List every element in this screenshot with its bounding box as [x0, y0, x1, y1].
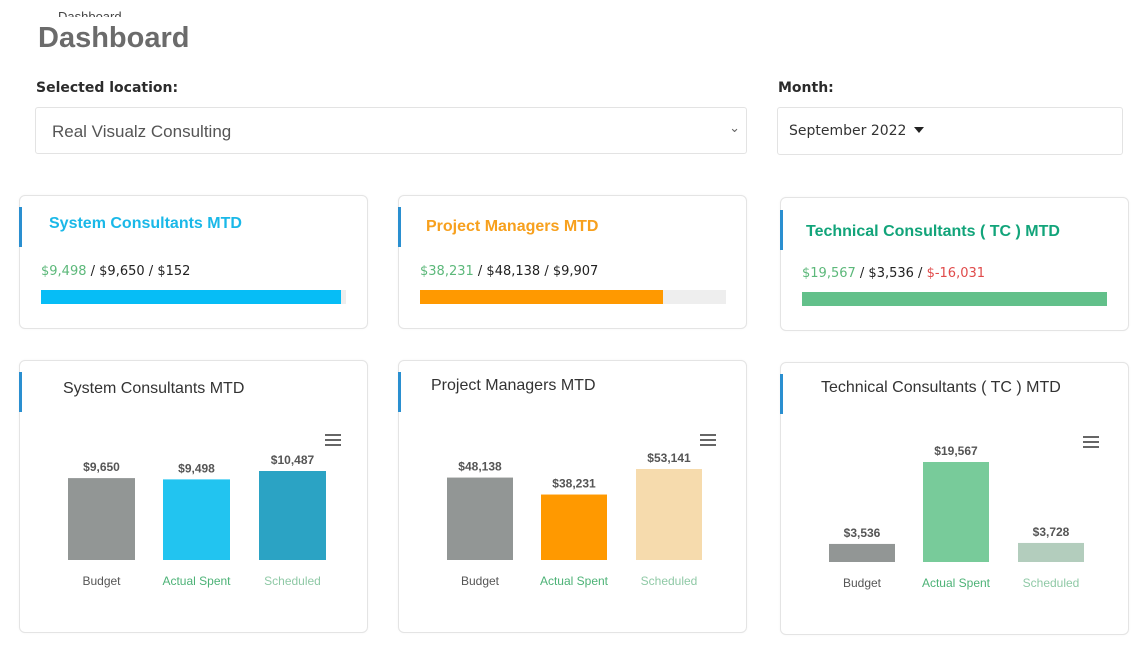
summary-card-title: System Consultants MTD [49, 215, 242, 232]
stat-actual: $19,567 [802, 266, 856, 281]
data-label: $3,536 [844, 526, 881, 540]
card-accent [19, 372, 22, 412]
stat-remaining: $9,907 [552, 264, 599, 279]
stat-budget: $48,138 [486, 264, 541, 279]
stat-budget: $3,536 [868, 266, 914, 281]
chart-title: Project Managers MTD [431, 377, 596, 394]
summary-card-title: Project Managers MTD [426, 218, 599, 235]
data-label: $38,231 [552, 477, 596, 491]
progress-bar-fill [420, 290, 663, 304]
summary-card-project-managers: Project Managers MTD $38,231 / $48,138 /… [398, 195, 747, 329]
summary-card-stats: $9,498 / $9,650 / $152 [41, 264, 191, 279]
summary-card-stats: $38,231 / $48,138 / $9,907 [420, 264, 599, 279]
category-label: Budget [82, 574, 121, 588]
location-select[interactable]: Real Visualz Consulting ⌄ [35, 107, 747, 154]
bar-budget[interactable] [68, 478, 135, 560]
category-label: Scheduled [1023, 576, 1080, 590]
data-label: $19,567 [934, 444, 978, 458]
bar-chart: $3,536 Budget $19,567 Actual Spent $3,728 Sch… [829, 444, 1084, 590]
menu-icon[interactable] [1083, 436, 1099, 448]
card-accent [780, 210, 783, 250]
chevron-down-icon: ⌄ [729, 120, 740, 135]
month-select[interactable]: September 2022 [777, 107, 1123, 155]
chart-card-system-consultants: System Consultants MTD $9,650 Budget $9,49… [19, 360, 368, 633]
category-label: Scheduled [641, 574, 698, 588]
progress-bar [420, 290, 726, 304]
progress-bar-fill [802, 292, 1107, 306]
bar-actual-spent[interactable] [541, 494, 607, 560]
data-label: $9,498 [178, 461, 215, 475]
bar-actual-spent[interactable] [923, 462, 989, 562]
stat-actual: $38,231 [420, 264, 474, 279]
caret-down-icon [914, 127, 925, 133]
bar-scheduled[interactable] [259, 471, 326, 560]
card-accent [19, 207, 22, 247]
breadcrumb-cut-text: Dashboard [58, 9, 122, 17]
category-label: Actual Spent [162, 574, 231, 588]
summary-card-system-consultants: System Consultants MTD $9,498 / $9,650 /… [19, 195, 368, 329]
location-select-value: Real Visualz Consulting [52, 122, 232, 141]
card-accent [398, 207, 401, 247]
chart-title: System Consultants MTD [63, 380, 245, 397]
data-label: $10,487 [271, 453, 315, 467]
stat-budget: $9,650 [99, 264, 145, 279]
progress-bar [41, 290, 346, 304]
category-label: Budget [461, 574, 500, 588]
category-label: Budget [843, 576, 882, 590]
bar-chart: $9,650 Budget $9,498 Actual Spent $10,487 Sch… [68, 453, 326, 588]
bar-scheduled[interactable] [636, 469, 702, 560]
progress-bar-fill [41, 290, 342, 304]
stat-remaining: $-16,031 [926, 266, 986, 281]
progress-bar [802, 292, 1107, 306]
summary-card-stats: $19,567 / $3,536 / $-16,031 [802, 266, 986, 281]
summary-card-title: Technical Consultants ( TC ) MTD [806, 223, 1060, 240]
month-select-value: September 2022 [789, 123, 907, 139]
page-title: Dashboard [38, 22, 190, 54]
card-accent [780, 374, 783, 414]
category-label: Actual Spent [540, 574, 609, 588]
data-label: $9,650 [83, 460, 120, 474]
stat-remaining: $152 [157, 264, 191, 279]
bar-scheduled[interactable] [1018, 542, 1084, 562]
data-label: $53,141 [647, 451, 691, 465]
month-label: Month: [778, 80, 834, 96]
menu-icon[interactable] [325, 434, 341, 446]
category-label: Actual Spent [922, 576, 991, 590]
chart-card-project-managers: Project Managers MTD $48,138 Budget $38,23… [398, 360, 747, 633]
chart-title: Technical Consultants ( TC ) MTD [821, 379, 1061, 396]
stat-actual: $9,498 [41, 264, 87, 279]
bar-budget[interactable] [447, 477, 513, 560]
summary-card-technical-consultants: Technical Consultants ( TC ) MTD $19,567… [780, 197, 1129, 331]
data-label: $48,138 [458, 460, 502, 474]
bar-budget[interactable] [829, 543, 895, 562]
category-label: Scheduled [264, 574, 321, 588]
menu-icon[interactable] [700, 434, 716, 446]
chart-card-technical-consultants: Technical Consultants ( TC ) MTD $3,536 B… [780, 362, 1129, 635]
bar-chart: $48,138 Budget $38,231 Actual Spent $53,141 S… [447, 451, 702, 588]
data-label: $3,728 [1033, 525, 1070, 539]
bar-actual-spent[interactable] [163, 479, 230, 560]
location-label: Selected location: [36, 80, 179, 96]
card-accent [398, 372, 401, 412]
